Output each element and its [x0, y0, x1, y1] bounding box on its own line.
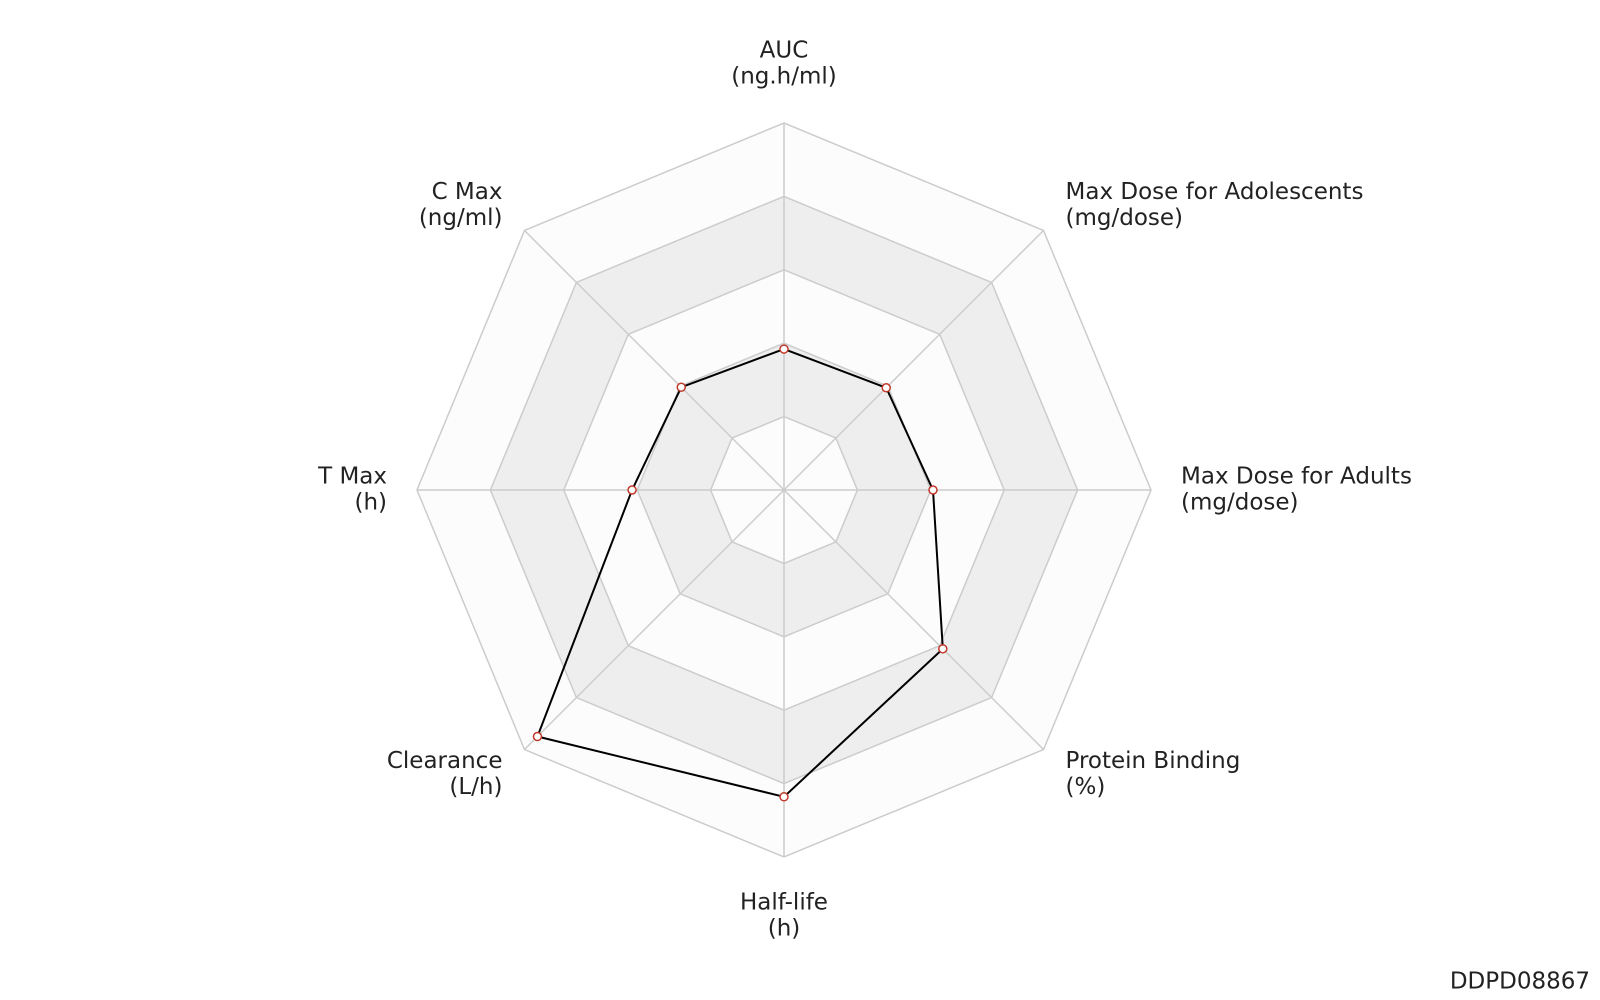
axis-unit: (L/h)	[449, 774, 502, 800]
axis-label: Protein Binding	[1066, 748, 1241, 774]
data-point	[881, 383, 891, 393]
axis-label: Max Dose for Adults	[1181, 464, 1412, 490]
axis-label: C Max	[432, 179, 503, 205]
data-point	[779, 344, 789, 354]
axis-unit: (ng/ml)	[419, 205, 503, 231]
data-point	[627, 485, 637, 495]
watermark: DDPD08867	[1450, 969, 1590, 995]
spoke	[783, 229, 1045, 491]
spoke	[783, 489, 1045, 751]
data-point	[532, 731, 543, 742]
axis-label: Clearance	[387, 748, 503, 774]
axis-label: Max Dose for Adolescents	[1066, 179, 1364, 205]
axis-unit: (h)	[768, 916, 801, 942]
axis-label: AUC	[760, 38, 809, 64]
spoke	[523, 489, 785, 751]
axis-label: Half-life	[740, 890, 828, 916]
data-point	[928, 485, 938, 495]
data-point	[676, 382, 686, 392]
data-point	[779, 792, 789, 802]
axis-unit: (ng.h/ml)	[731, 64, 837, 90]
axis-unit: (mg/dose)	[1181, 490, 1299, 516]
axis-unit: (%)	[1066, 774, 1106, 800]
axis-label: T Max	[317, 464, 387, 490]
axis-unit: (h)	[354, 490, 387, 516]
spoke	[523, 229, 785, 491]
data-point	[938, 644, 948, 654]
axis-unit: (mg/dose)	[1066, 205, 1184, 231]
